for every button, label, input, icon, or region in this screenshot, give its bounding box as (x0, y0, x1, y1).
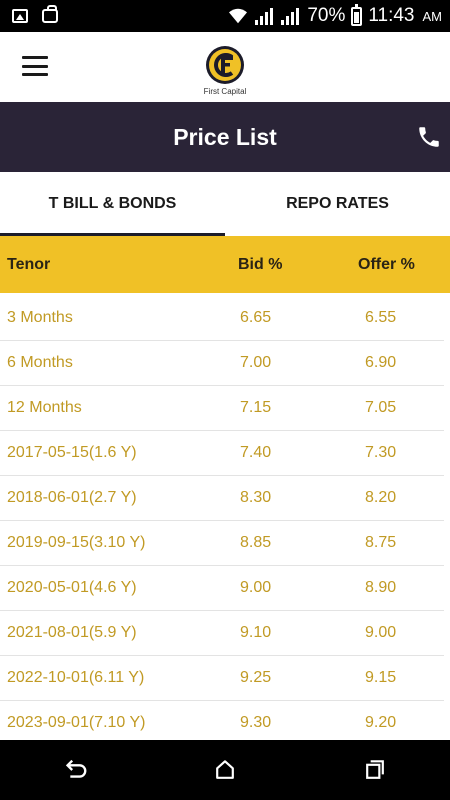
table-header: Tenor Bid % Offer % (0, 236, 450, 293)
signal-icon (281, 7, 301, 25)
cell-bid: 7.15 (240, 399, 272, 416)
back-icon (65, 759, 87, 778)
cell-offer: 6.55 (365, 309, 397, 326)
cell-tenor: 12 Months (7, 399, 82, 416)
cell-offer: 9.20 (365, 714, 397, 731)
cell-tenor: 3 Months (7, 309, 73, 326)
cell-bid: 7.00 (240, 354, 272, 371)
status-left (12, 5, 58, 23)
page-title: Price List (173, 123, 277, 150)
phone-icon (419, 127, 439, 147)
tab-label: REPO RATES (286, 195, 389, 212)
column-header-bid: Bid % (238, 255, 283, 273)
table-row[interactable]: 2017-05-15(1.6 Y) 7.40 7.30 (0, 431, 444, 476)
cell-offer: 6.90 (365, 354, 397, 371)
status-right: 70% 11:43 AM (227, 3, 443, 27)
signal-icon (255, 7, 275, 25)
cell-tenor: 2018-06-01(2.7 Y) (7, 489, 137, 506)
cell-offer: 9.00 (365, 624, 397, 641)
status-ampm: AM (422, 8, 443, 24)
home-button[interactable] (210, 755, 240, 785)
cell-tenor: 2023-09-01(7.10 Y) (7, 714, 146, 731)
column-header-offer: Offer % (358, 255, 415, 273)
battery-percent: 70% (307, 5, 346, 26)
cell-offer: 8.90 (365, 579, 397, 596)
title-bar: Price List (0, 102, 450, 172)
cell-tenor: 2020-05-01(4.6 Y) (7, 579, 137, 596)
image-icon (12, 9, 28, 23)
cell-bid: 6.65 (240, 309, 272, 326)
cell-tenor: 2019-09-15(3.10 Y) (7, 534, 146, 551)
table-row[interactable]: 6 Months 7.00 6.90 (0, 341, 444, 386)
tab-label: T BILL & BONDS (48, 195, 177, 212)
logo: First Capital (203, 45, 247, 96)
back-button[interactable] (60, 755, 90, 785)
tab-repo-rates[interactable]: REPO RATES (225, 172, 450, 236)
cell-bid: 7.40 (240, 444, 272, 461)
recents-icon (366, 760, 384, 779)
cell-bid: 9.30 (240, 714, 272, 731)
hamburger-icon (22, 56, 48, 59)
cell-offer: 9.15 (365, 669, 397, 686)
table-row[interactable]: 2021-08-01(5.9 Y) 9.10 9.00 (0, 611, 444, 656)
table-row[interactable]: 2020-05-01(4.6 Y) 9.00 8.90 (0, 566, 444, 611)
table-row[interactable]: 2022-10-01(6.11 Y) 9.25 9.15 (0, 656, 444, 701)
table-row[interactable]: 12 Months 7.15 7.05 (0, 386, 444, 431)
cell-tenor: 2022-10-01(6.11 Y) (7, 669, 145, 686)
bag-icon (42, 5, 58, 23)
battery-icon (351, 3, 363, 26)
cell-tenor: 6 Months (7, 354, 73, 371)
column-header-tenor: Tenor (7, 255, 51, 273)
menu-button[interactable] (22, 56, 48, 76)
cell-bid: 9.10 (240, 624, 272, 641)
status-time: 11:43 (368, 5, 415, 26)
cell-offer: 8.75 (365, 534, 397, 551)
cell-bid: 8.30 (240, 489, 272, 506)
price-table: 3 Months 6.65 6.55 6 Months 7.00 6.90 12… (0, 296, 450, 746)
cell-offer: 7.05 (365, 399, 397, 416)
cell-bid: 9.00 (240, 579, 272, 596)
call-button[interactable] (416, 124, 442, 150)
tab-t-bill-bonds[interactable]: T BILL & BONDS (0, 172, 225, 236)
tab-bar: T BILL & BONDS REPO RATES (0, 172, 450, 236)
cell-tenor: 2017-05-15(1.6 Y) (7, 444, 137, 461)
app-header: First Capital (0, 32, 450, 102)
home-icon (216, 760, 234, 779)
cell-offer: 8.20 (365, 489, 397, 506)
table-row[interactable]: 2019-09-15(3.10 Y) 8.85 8.75 (0, 521, 444, 566)
cell-bid: 8.85 (240, 534, 272, 551)
first-capital-logo-icon (206, 45, 244, 84)
table-row[interactable]: 2018-06-01(2.7 Y) 8.30 8.20 (0, 476, 444, 521)
cell-tenor: 2021-08-01(5.9 Y) (7, 624, 137, 641)
system-nav-bar (0, 740, 450, 800)
cell-bid: 9.25 (240, 669, 272, 686)
cell-offer: 7.30 (365, 444, 397, 461)
recents-button[interactable] (360, 755, 390, 785)
table-row[interactable]: 3 Months 6.65 6.55 (0, 296, 444, 341)
status-bar: 70% 11:43 AM (0, 0, 450, 32)
wifi-icon (229, 8, 248, 24)
logo-text: First Capital (203, 86, 247, 96)
